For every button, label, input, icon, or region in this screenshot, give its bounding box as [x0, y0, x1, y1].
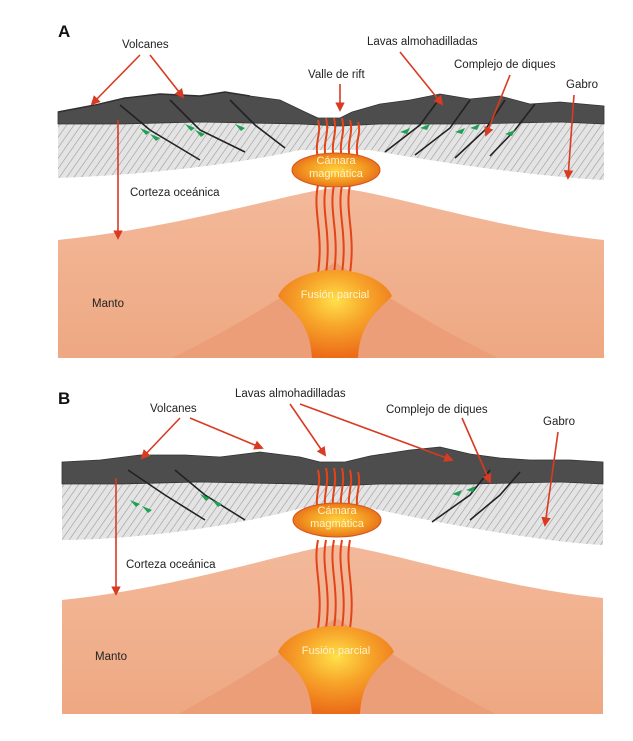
label-camara-a-line1: Cámara	[316, 155, 356, 167]
panel-a: A	[57, 22, 605, 358]
panel-a-cross-section	[57, 91, 605, 358]
label-camara-a-line2: magmática	[309, 168, 364, 180]
label-volcanes-a: Volcanes	[122, 39, 169, 51]
label-manto-b: Manto	[95, 651, 127, 663]
faults-a	[119, 97, 536, 161]
label-camara-b-line2: magmática	[310, 518, 365, 530]
panel-b: B	[58, 388, 604, 714]
magma-conduits-b	[315, 467, 361, 641]
arrows-a	[90, 51, 575, 240]
label-volcanes-b: Volcanes	[150, 403, 197, 415]
magma-chamber-b	[292, 502, 382, 538]
label-manto-a: Manto	[92, 298, 124, 310]
gabbro-layer-a	[58, 120, 604, 180]
label-lavas-a: Lavas almohadilladas	[367, 36, 478, 48]
panel-b-letter: B	[58, 389, 70, 408]
label-gabro-b: Gabro	[543, 416, 575, 428]
label-complejo-diques-b: Complejo de diques	[386, 404, 488, 416]
label-valle-rift-a: Valle de rift	[308, 69, 365, 81]
partial-melt-b	[278, 626, 394, 714]
label-fusion-b: Fusión parcial	[302, 645, 370, 657]
panel-a-letter: A	[58, 22, 70, 41]
label-gabro-a: Gabro	[566, 79, 598, 91]
magma-chamber-a	[291, 152, 381, 188]
label-corteza-a: Corteza oceánica	[130, 187, 220, 199]
label-fusion-a: Fusión parcial	[301, 289, 369, 301]
pillow-lava-layer-b	[61, 446, 604, 487]
label-lavas-b: Lavas almohadilladas	[235, 388, 346, 400]
label-complejo-diques-a: Complejo de diques	[454, 59, 556, 71]
label-camara-b-line1: Cámara	[317, 505, 357, 517]
dike-markers-a	[140, 124, 515, 141]
label-corteza-b: Corteza oceánica	[126, 559, 216, 571]
dike-markers-b	[130, 486, 476, 513]
gabbro-layer-b	[62, 478, 603, 545]
panel-b-cross-section	[61, 446, 604, 714]
arrows-b	[111, 403, 559, 596]
partial-melt-a	[278, 270, 392, 358]
